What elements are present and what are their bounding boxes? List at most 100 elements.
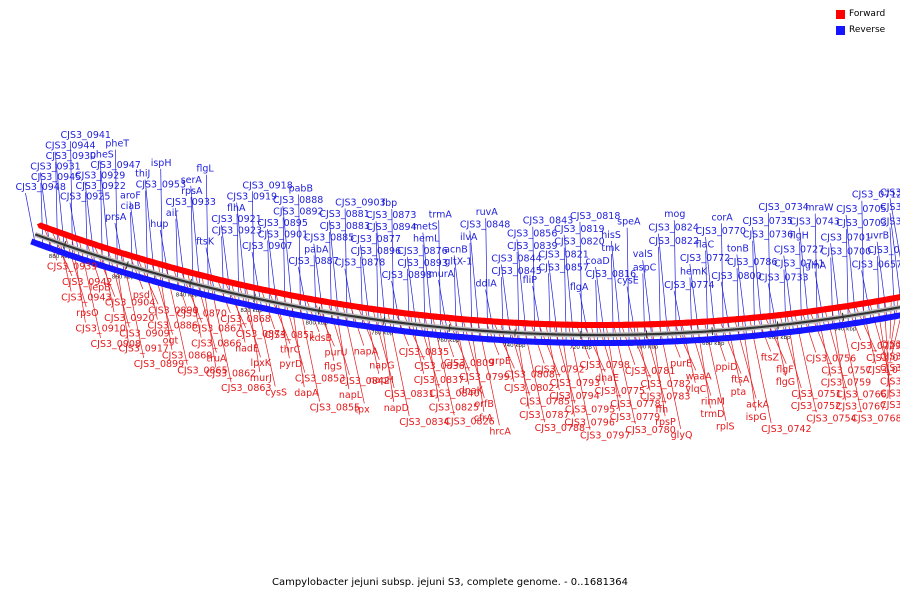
gene-label: CJS3_0930 [46, 151, 96, 162]
gene-label: hemL [413, 234, 440, 245]
gene-label: hrcA [489, 426, 511, 437]
gene-label: tonB [727, 243, 749, 254]
gene-label: CJS3_0782 [640, 379, 690, 390]
gene-label: CJS3_0853 [295, 374, 345, 385]
leader-line [853, 302, 877, 353]
gene-label: napL [339, 390, 363, 401]
tick-label: 820 kbp [240, 308, 263, 314]
gene-label: CJS3_0786 [727, 257, 777, 268]
gene-label: CJS3_0839 [507, 241, 557, 252]
gene-label: purU [325, 347, 348, 358]
leader-line [143, 257, 158, 320]
leader-line [611, 253, 614, 345]
leader-line [612, 322, 636, 425]
leader-line [341, 302, 365, 404]
gene-label: CJS3_0863 [221, 383, 271, 394]
gene-label: CJS3_0824 [648, 223, 698, 234]
gene-label: CJS3_0848 [460, 220, 510, 231]
leader-line [121, 250, 145, 358]
gene-label: CJS3_0945 [31, 172, 81, 183]
gene-label: CJS3_0775 [595, 386, 645, 397]
gene-label: CJS3_0819 [554, 224, 604, 235]
tick-label: 860 kbp [112, 275, 135, 281]
gene-label: purE [670, 359, 692, 370]
gene-label: CJS3_0751 [791, 389, 841, 400]
gene-label: CJS3_0895 [257, 218, 307, 229]
tick-label: 740 kbp [503, 343, 526, 349]
genome-backbone [34, 233, 900, 337]
leader-line [190, 196, 194, 294]
gene-label: CJS3_0885 [304, 233, 354, 244]
gene-label: CJS3_0729 [851, 341, 900, 352]
leader-line [883, 297, 891, 399]
leader-line [236, 213, 240, 305]
gene-label: flgF [776, 365, 793, 376]
gene-label: tmk [601, 243, 620, 254]
gene-label: pabA [304, 244, 329, 255]
gene-label: CJS3_0702 [880, 202, 900, 213]
gene-label: CJS3_0910 [75, 324, 125, 335]
gene-label: CJS3_0836 [414, 361, 464, 372]
gene-label: CJS3_0788 [535, 423, 585, 434]
leader-line [876, 299, 891, 388]
gene-label: flaC [696, 239, 715, 250]
gene-label: lpxK [250, 358, 271, 369]
gene-label: CJS3_0728 [880, 351, 900, 362]
gene-label: CJS3_0865 [177, 366, 227, 377]
leader-line [595, 266, 606, 346]
gene-label: CJS3_0929 [75, 171, 125, 182]
leader-line [379, 307, 395, 403]
leader-line [201, 273, 217, 368]
gene-label: CJS3_0809 [444, 358, 494, 369]
gene-label: CJS3_0825 [429, 403, 479, 414]
tick-label: 660 kbp [768, 335, 791, 341]
gene-label: CJS3_0742 [761, 424, 811, 435]
gene-label: flgH [790, 231, 809, 242]
gene-label: rimM [701, 397, 725, 408]
gene-label: CJS3_0933 [165, 197, 215, 208]
tick-label: 800 kbp [305, 320, 328, 326]
gene-label: CJS3_0756 [806, 353, 856, 364]
leader-line [469, 243, 473, 341]
gene-label: CJS3_0855 [310, 403, 360, 414]
gene-label: ruvA [476, 207, 499, 218]
leader-line [642, 260, 654, 345]
gene-label: cfrA [474, 413, 493, 424]
gene-label: lepB [90, 282, 111, 293]
gene-label: CJS3_0856 [507, 228, 557, 239]
gene-label: CJS3_0886 [147, 320, 197, 331]
gene-label: CJS3_0701 [821, 232, 871, 243]
tick-label: 880 kbp [49, 254, 72, 260]
gene-label: CJS3_0794 [549, 391, 599, 402]
gene-label: hemK [680, 266, 708, 277]
gene-label: CJS3_0851 [265, 330, 315, 341]
leader-line [845, 229, 849, 327]
gene-label: CJS3_0772 [680, 253, 730, 264]
leader-line [783, 255, 795, 334]
gene-label: ispG [746, 412, 767, 423]
gene-label: CJS3_0908 [91, 339, 141, 350]
gene-label: acnB [444, 244, 468, 255]
gene-label: CJS3_0867 [192, 324, 242, 335]
gene-label: napA [354, 347, 379, 358]
leader-line [453, 255, 465, 340]
leader-line [516, 252, 520, 344]
gene-label: CJS3_0831 [384, 389, 434, 400]
gene-label: ftsA [731, 375, 750, 386]
gene-label: CJS3_0835 [399, 347, 449, 358]
gene-label: CJS3_0780 [625, 425, 675, 436]
gene-label: glyQ [671, 430, 693, 441]
leader-line [144, 179, 156, 284]
gene-label: CJS3_0834 [399, 417, 449, 428]
gene-label: CJS3_0724 [880, 340, 900, 351]
gene-label: CJS3_0657 [852, 259, 900, 270]
gene-label: CJS3_0877 [350, 234, 400, 245]
reverse-gene-labels: CJS3_0948CJS3_0945CJS3_0931CJS3_0930CJS3… [15, 130, 900, 293]
gene-label: CJS3_0818 [570, 211, 620, 222]
leader-line [786, 312, 802, 401]
leader-line [100, 170, 103, 268]
forward-strand-genes [36, 222, 900, 329]
gene-label: CJS3_0919 [227, 192, 277, 203]
leader-line [658, 246, 661, 344]
